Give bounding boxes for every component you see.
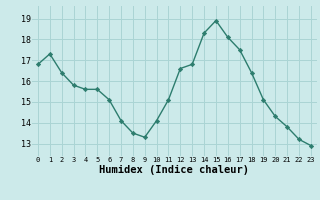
- X-axis label: Humidex (Indice chaleur): Humidex (Indice chaleur): [100, 165, 249, 175]
